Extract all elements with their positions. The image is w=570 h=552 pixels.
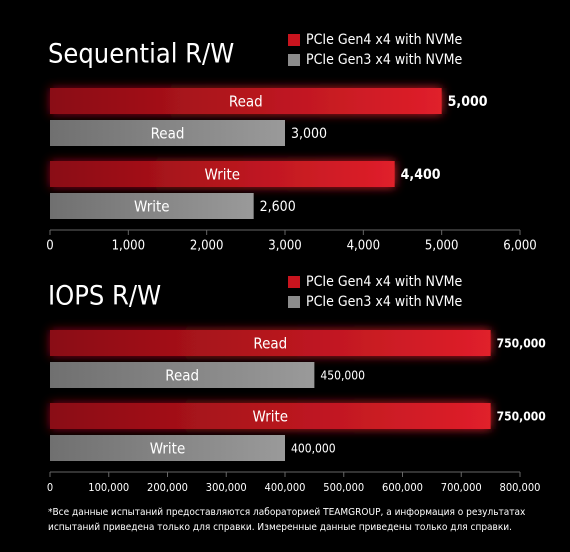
value-label: 2,600	[260, 199, 296, 215]
chart-title: Sequential R/W	[48, 39, 234, 70]
x-tick-label: 400,000	[265, 481, 306, 494]
footnote: *Все данные испытаний предоставляются ла…	[48, 506, 526, 518]
x-tick-label: 0	[47, 481, 53, 494]
x-tick-label: 700,000	[441, 481, 482, 494]
bar	[50, 403, 491, 429]
legend-label: PCIe Gen3 x4 with NVMe	[306, 294, 462, 310]
x-tick-label: 100,000	[88, 481, 129, 494]
bar-label: Write	[134, 198, 170, 216]
bar-label: Read	[253, 335, 287, 353]
x-tick-label: 600,000	[382, 481, 423, 494]
legend-swatch	[288, 34, 300, 46]
x-tick-label: 4,000	[347, 239, 380, 254]
bar	[50, 161, 395, 187]
value-label: 400,000	[291, 442, 336, 456]
x-tick-label: 2,000	[190, 239, 223, 254]
legend-swatch	[288, 276, 300, 288]
x-tick-label: 500,000	[323, 481, 364, 494]
chart-title: IOPS R/W	[48, 281, 161, 312]
x-tick-label: 800,000	[500, 481, 541, 494]
x-tick-label: 0	[46, 239, 53, 254]
bar	[50, 435, 285, 461]
x-tick-label: 1,000	[112, 239, 145, 254]
x-tick-label: 3,000	[268, 239, 301, 254]
bar	[50, 193, 254, 219]
legend-label: PCIe Gen4 x4 with NVMe	[306, 274, 462, 290]
legend-swatch	[288, 54, 300, 66]
value-label: 5,000	[448, 94, 488, 110]
value-label: 750,000	[497, 410, 546, 424]
bar	[50, 330, 491, 356]
x-tick-label: 6,000	[503, 239, 536, 254]
bar	[50, 362, 315, 388]
value-label: 3,000	[291, 126, 327, 142]
value-label: 750,000	[497, 337, 546, 351]
value-label: 4,400	[401, 167, 441, 183]
value-label: 450,000	[320, 369, 365, 383]
legend-label: PCIe Gen3 x4 with NVMe	[306, 52, 462, 68]
legend-label: PCIe Gen4 x4 with NVMe	[306, 32, 462, 48]
x-tick-label: 5,000	[425, 239, 458, 254]
footnote: испытаний приведена только для справки. …	[48, 522, 512, 533]
bar-label: Write	[150, 440, 186, 458]
bar-label: Read	[229, 93, 263, 111]
bar-label: Read	[165, 367, 199, 385]
bar-label: Write	[253, 408, 289, 426]
legend-swatch	[288, 296, 300, 308]
bar	[50, 88, 442, 114]
bar	[50, 120, 285, 146]
bar-label: Read	[151, 125, 185, 143]
bar-label: Write	[205, 166, 241, 184]
x-tick-label: 200,000	[147, 481, 188, 494]
x-tick-label: 300,000	[206, 481, 247, 494]
